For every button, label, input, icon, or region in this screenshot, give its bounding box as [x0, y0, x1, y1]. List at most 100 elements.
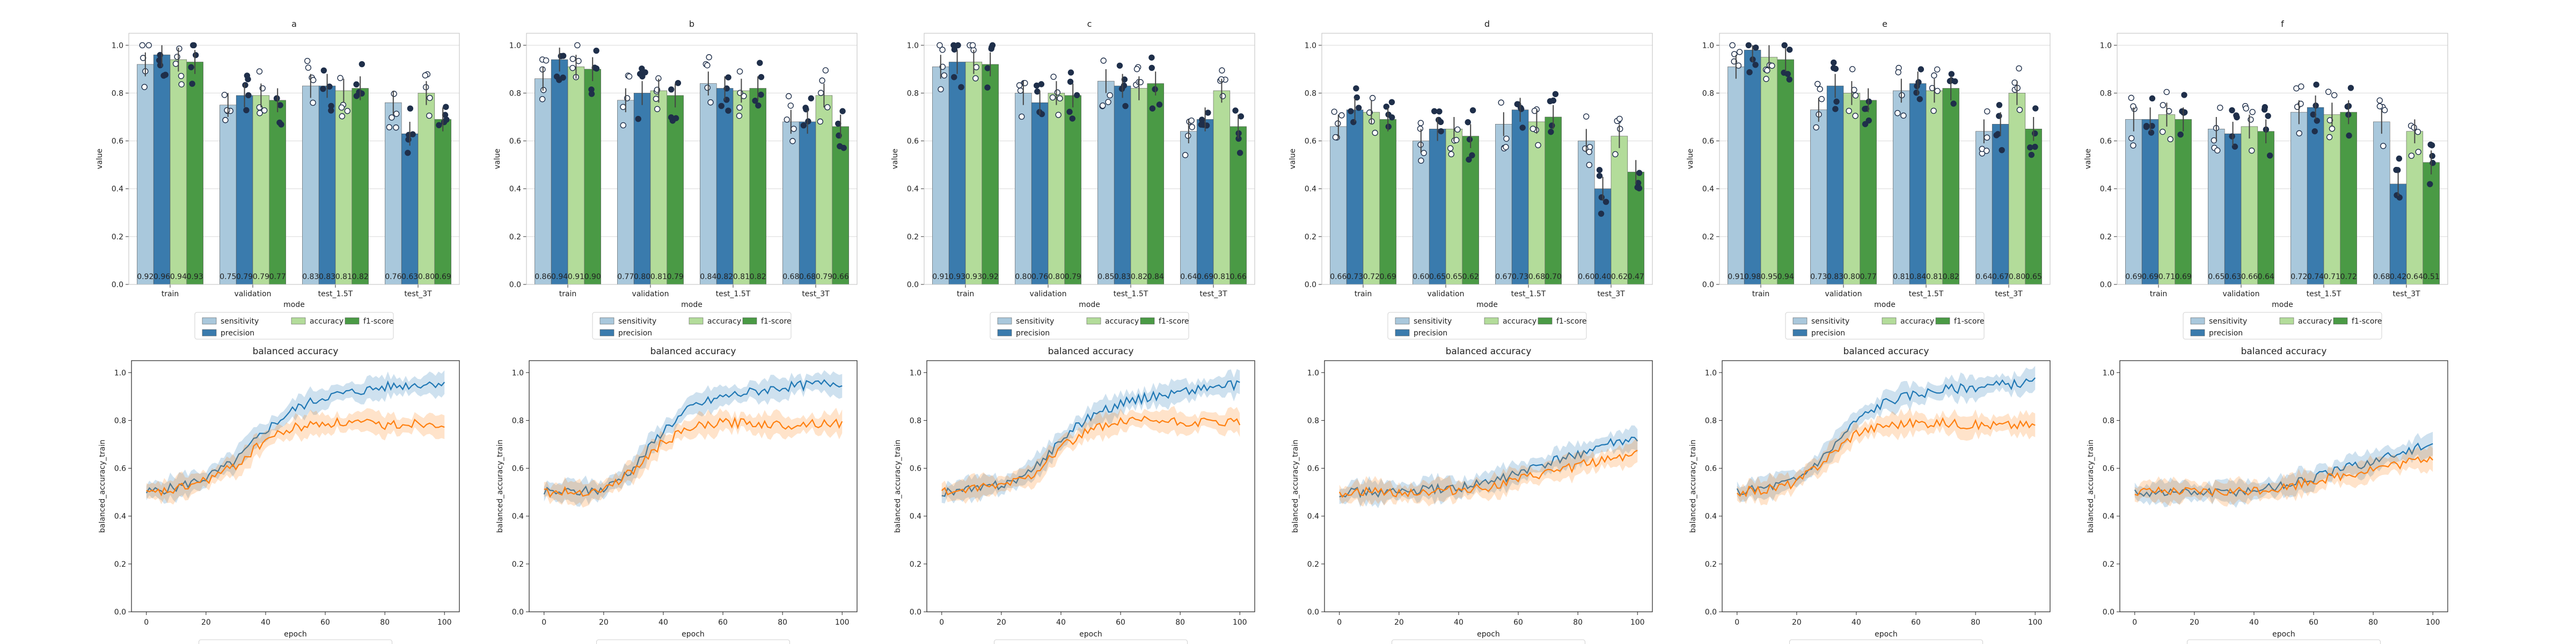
bar-value-label: 0.64: [2258, 273, 2274, 281]
legend-box: [2187, 639, 2381, 644]
x-tick-label: 40: [2249, 618, 2259, 627]
fold-point: [819, 77, 825, 84]
y-tick-label: 0.2: [1702, 233, 1714, 241]
fold-point: [1931, 72, 1937, 79]
legend-label: sensitivity: [2209, 317, 2247, 326]
fold-point: [1133, 66, 1140, 72]
fold-point: [808, 95, 815, 101]
y-tick-label: 0.6: [112, 137, 123, 146]
fold-point: [1984, 134, 1990, 141]
x-axis-label: mode: [681, 301, 702, 309]
fold-point: [1100, 57, 1107, 64]
x-tick-label: 0: [1337, 618, 1342, 627]
fold-point: [1515, 101, 1521, 107]
y-tick-label: 0.6: [1307, 465, 1319, 473]
plot-frame: [926, 360, 1255, 612]
fold-point: [1366, 109, 1373, 116]
fold-point: [1736, 49, 1743, 55]
legend-box: [194, 312, 394, 340]
y-tick-label: 0.2: [1307, 560, 1319, 569]
fold-point: [2148, 129, 2155, 136]
legend-swatch: [689, 317, 704, 325]
fold-point: [1388, 99, 1395, 106]
bar-value-label: 0.68: [2373, 273, 2390, 281]
fold-point: [1236, 150, 1243, 156]
y-tick-label: 0.6: [1702, 137, 1714, 146]
plot-frame: [1722, 360, 2051, 612]
fold-point: [785, 93, 792, 99]
fold-point: [1417, 126, 1424, 132]
fold-point: [2243, 105, 2249, 112]
fold-point: [1764, 67, 1770, 74]
legend-swatch: [997, 317, 1012, 325]
x-tick-label: test_3T: [1995, 290, 2023, 298]
fold-point: [1752, 62, 1759, 68]
fold-point: [2393, 166, 2399, 173]
chart-title: balanced accuracy: [2241, 346, 2327, 357]
fold-point: [1067, 78, 1074, 85]
x-tick-label: 0: [144, 618, 149, 627]
fold-point: [1552, 91, 1559, 98]
fold-point: [736, 113, 743, 119]
fold-point: [543, 57, 550, 64]
fold-point: [1731, 58, 1737, 65]
fold-point: [817, 118, 824, 125]
fold-point: [2380, 143, 2387, 149]
bar-value-label: 0.98: [1744, 273, 1761, 281]
bar-value-label: 0.69: [1197, 273, 1213, 281]
bar-precision: [1511, 109, 1529, 285]
fold-point: [642, 69, 648, 76]
legend-swatch: [1882, 317, 1897, 325]
fold-point: [1549, 122, 1555, 129]
fold-point: [1582, 145, 1589, 152]
fold-point: [1105, 99, 1111, 105]
bar-chart-a: 0.0 0.2 0.4 0.6 0.8 1.0 0.92 0.96 0.94 0.93 train 0…: [96, 19, 460, 340]
x-axis-label: epoch: [284, 630, 307, 639]
bar-value-label: 0.77: [617, 273, 634, 281]
fold-point: [156, 57, 163, 64]
fold-point: [1916, 96, 1923, 103]
x-tick-label: validation: [235, 290, 272, 298]
fold-point: [178, 81, 185, 87]
bar-accuracy: [1130, 88, 1148, 285]
legend-swatch: [1086, 317, 1101, 325]
fold-point: [1745, 42, 1752, 48]
bar-f1-score: [352, 88, 369, 285]
y-tick-label: 0.2: [910, 560, 921, 569]
bar-precision: [1196, 119, 1214, 285]
legend-label: f1-score: [1954, 317, 1985, 326]
fold-point: [2329, 126, 2336, 132]
fold-point: [2296, 130, 2302, 137]
fold-point: [938, 86, 944, 93]
y-tick-label: 0.4: [1305, 185, 1316, 194]
bar-accuracy: [2158, 114, 2176, 285]
fold-point: [752, 97, 758, 104]
fold-point: [172, 61, 179, 67]
fold-point: [310, 99, 316, 106]
fold-point: [1832, 65, 1839, 72]
fold-point: [2346, 132, 2352, 139]
bar-precision: [401, 133, 419, 285]
fold-point: [1049, 94, 1056, 101]
y-tick-label: 0.4: [1702, 185, 1714, 194]
plot-frame: [529, 360, 858, 612]
bar-value-label: 0.65: [1446, 273, 1462, 281]
bar-precision: [716, 88, 734, 285]
legend-label: f1-score: [1159, 317, 1189, 326]
fold-point: [1852, 92, 1859, 99]
bar-value-label: 0.94: [1777, 273, 1794, 281]
fold-point: [2376, 103, 2383, 109]
fold-point: [1431, 108, 1438, 114]
y-tick-label: 0.4: [1705, 513, 1717, 521]
x-tick-label: test_3T: [802, 290, 830, 298]
bar-chart-c: 0.00.20.40.60.81.00.91 0.93 0.93 0.92train0…: [891, 19, 1255, 340]
legend-box: [596, 639, 790, 644]
fold-point: [2016, 106, 2023, 113]
chart-title: b: [689, 19, 694, 29]
bar-accuracy: [1760, 57, 1778, 285]
fold-point: [2149, 95, 2156, 102]
fold-point: [1833, 98, 1840, 105]
legend-swatch: [202, 317, 217, 325]
x-tick-label: 80: [1971, 618, 1980, 627]
fold-point: [939, 63, 946, 70]
